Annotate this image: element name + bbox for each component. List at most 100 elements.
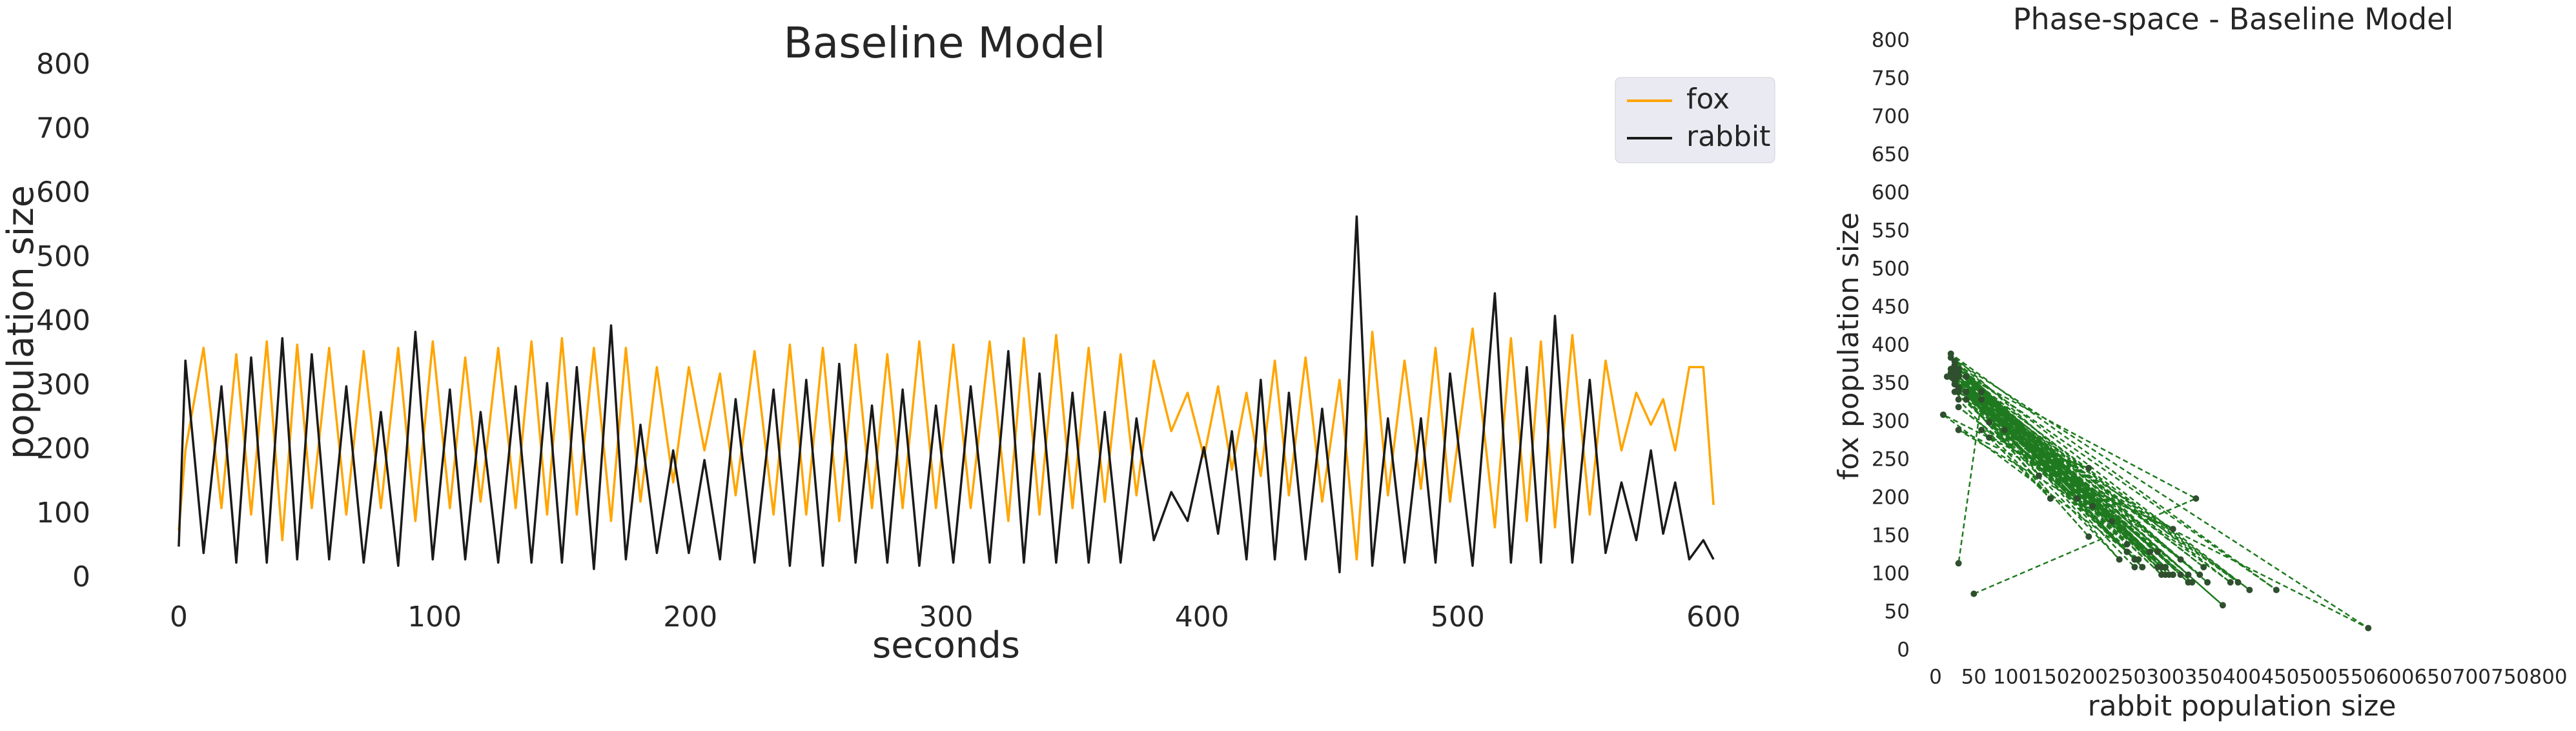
x-tick-label: 550 (2338, 666, 2376, 689)
x-tick-label: 150 (2031, 666, 2069, 689)
data-point (2123, 548, 2131, 555)
x-tick-label: 700 (2453, 666, 2491, 689)
y-tick-label: 250 (1872, 448, 1910, 471)
data-point (2135, 556, 2142, 563)
x-tick-label: 250 (2108, 666, 2146, 689)
data-point (2047, 495, 2054, 502)
y-tick-label: 350 (1872, 372, 1910, 395)
x-tick-label: 100 (407, 601, 462, 633)
x-tick-label: 600 (1686, 601, 1741, 633)
y-tick-label: 200 (1872, 486, 1910, 510)
data-point (1951, 373, 1958, 380)
x-tick-label: 0 (1929, 666, 1942, 689)
y-tick-label: 200 (36, 433, 90, 466)
data-point (1951, 388, 1958, 395)
y-tick-label: 700 (36, 112, 90, 145)
data-point (1986, 434, 1993, 441)
y-tick-label: 300 (1872, 410, 1910, 433)
data-point (2177, 556, 2184, 563)
x-tick-label: 200 (2070, 666, 2108, 689)
data-point (2246, 586, 2253, 593)
data-point (1955, 396, 1962, 403)
data-point (2001, 426, 2008, 433)
x-tick-label: 400 (1175, 601, 1229, 633)
data-point (1947, 350, 1954, 357)
y-tick-label: 600 (1872, 181, 1910, 205)
y-tick-label: 150 (1872, 524, 1910, 548)
chart: Phase-space - Baseline Model rabbit popul… (1832, 2, 2568, 723)
y-tick-label: 600 (36, 176, 90, 209)
y-tick-label: 50 (1885, 601, 1910, 624)
y-tick-label: 500 (1872, 258, 1910, 281)
data-point (2139, 564, 2146, 571)
data-point (2085, 464, 2092, 471)
data-point (2204, 579, 2211, 586)
data-point (2154, 564, 2162, 571)
data-point (2169, 571, 2176, 578)
data-point (1978, 396, 1985, 403)
x-tick-label: 800 (2529, 666, 2567, 689)
y-tick-label: 0 (1897, 639, 1910, 662)
data-point (2169, 526, 2176, 533)
data-point (1963, 396, 1970, 403)
y-tick-label: 300 (36, 368, 90, 401)
y-tick-label: 750 (1872, 67, 1910, 90)
data-point (1978, 388, 1985, 395)
data-point (2227, 579, 2234, 586)
data-point (1939, 411, 1947, 418)
data-point (2036, 472, 2043, 479)
data-point (2273, 586, 2280, 593)
data-point (2116, 556, 2123, 563)
data-line (178, 327, 1715, 561)
y-tick-label: 800 (36, 48, 90, 81)
x-tick-label: 300 (919, 601, 974, 633)
data-point (1951, 358, 1958, 365)
legend-box (1615, 77, 1775, 163)
data-point (2108, 518, 2115, 525)
y-tick-label: 650 (1872, 143, 1910, 167)
data-point (1955, 404, 1962, 411)
x-tick-label: 450 (2261, 666, 2299, 689)
data-point (1955, 560, 1962, 567)
y-axis-label: fox population size (1832, 212, 1865, 480)
data-point (1951, 366, 1958, 373)
data-line (178, 215, 1715, 573)
y-tick-label: 400 (36, 304, 90, 337)
x-tick-label: 500 (1431, 601, 1485, 633)
x-tick-label: 300 (2146, 666, 2184, 689)
data-point (2185, 579, 2192, 586)
x-tick-label: 650 (2414, 666, 2452, 689)
y-tick-label: 550 (1872, 220, 1910, 243)
data-point (2196, 571, 2203, 578)
y-tick-label: 100 (36, 497, 90, 530)
data-point (1963, 388, 1970, 395)
data-point (2234, 579, 2242, 586)
data-line (1942, 353, 2369, 629)
chart: Baseline Model seconds population size 0 100… (0, 18, 1775, 666)
data-point (2185, 571, 2192, 578)
x-tick-label: 200 (663, 601, 717, 633)
data-point (2193, 495, 2200, 502)
data-point (1955, 426, 1962, 433)
chart-title: Phase-space - Baseline Model (2013, 2, 2454, 37)
x-tick-label: 400 (2223, 666, 2261, 689)
data-point (2154, 548, 2162, 555)
y-tick-label: 800 (1872, 29, 1910, 52)
data-point (2085, 533, 2092, 540)
data-point (1978, 426, 1985, 433)
y-tick-label: 400 (1872, 334, 1910, 357)
data-point (2123, 541, 2131, 548)
data-point (1986, 419, 1993, 426)
legend-label: rabbit (1686, 120, 1770, 153)
y-tick-label: 100 (1872, 562, 1910, 586)
y-tick-label: 0 (72, 561, 90, 593)
y-tick-label: 450 (1872, 296, 1910, 319)
y-axis-label: population size (0, 185, 42, 459)
data-point (1970, 590, 1978, 597)
data-point (2162, 564, 2169, 571)
x-tick-label: 750 (2491, 666, 2529, 689)
chart-title: Baseline Model (784, 18, 1106, 68)
x-tick-label: 100 (1993, 666, 2031, 689)
x-tick-label: 600 (2376, 666, 2414, 689)
data-point (2131, 564, 2138, 571)
